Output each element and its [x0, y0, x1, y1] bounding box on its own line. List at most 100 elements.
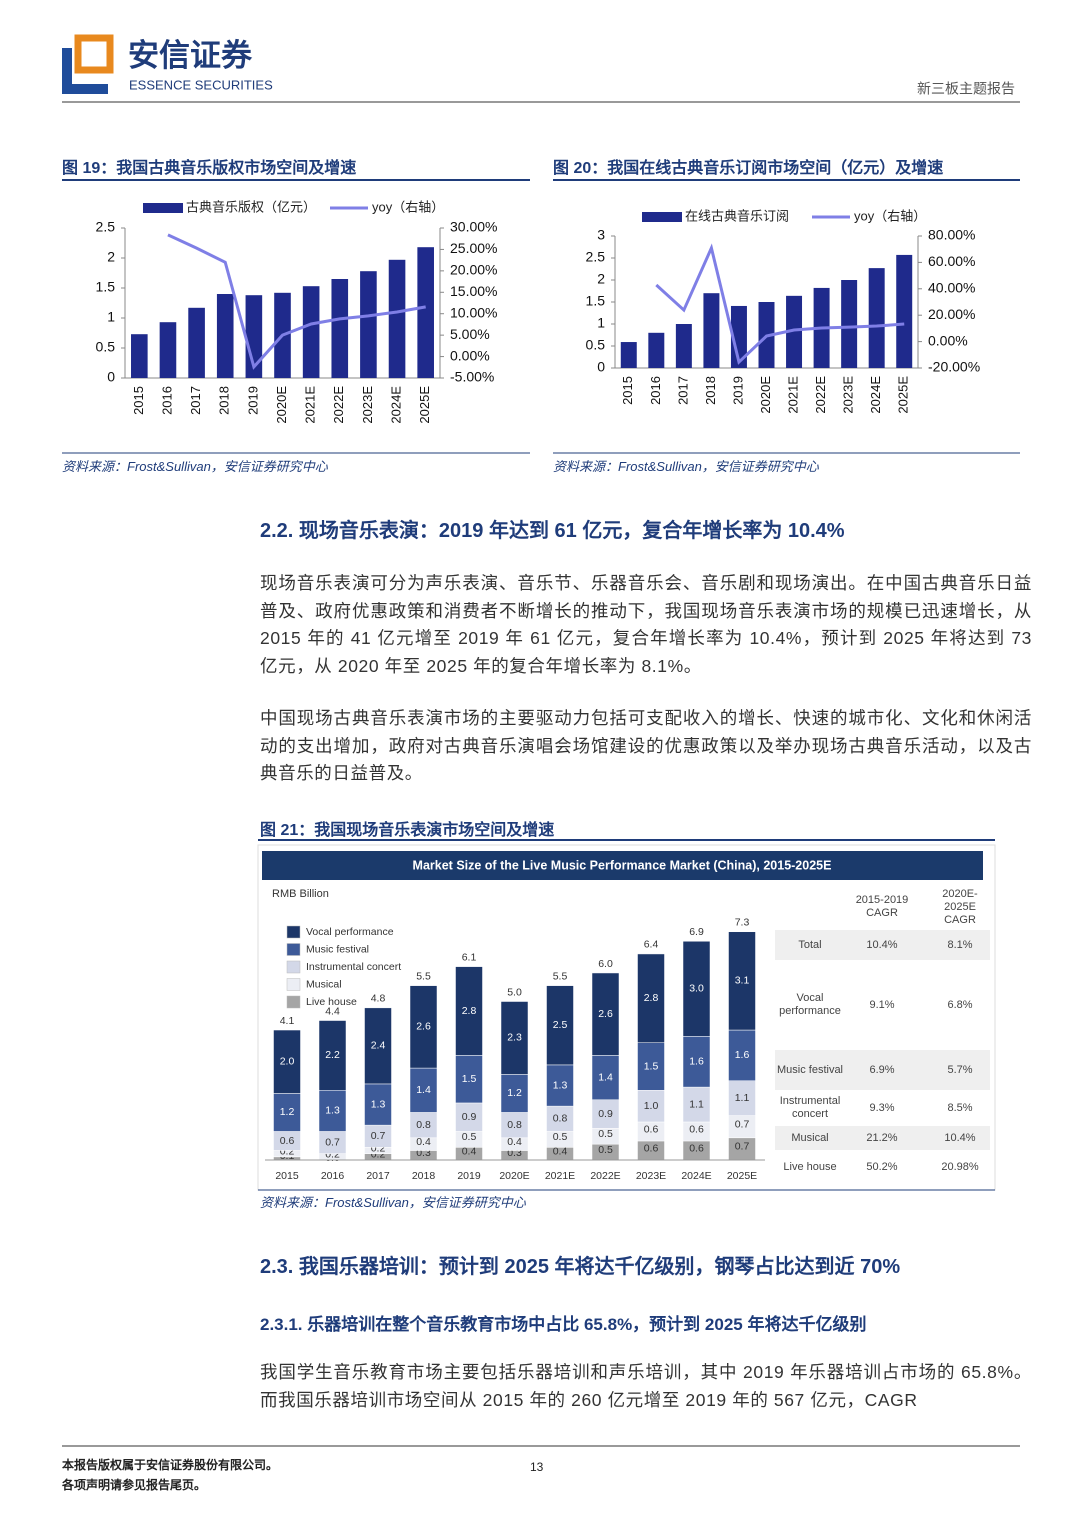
x-tick-label: 2021E — [303, 386, 318, 424]
bar — [896, 254, 913, 368]
total-label: 4.1 — [280, 1015, 295, 1027]
x-tick-label: 2025E — [896, 376, 911, 414]
bar — [675, 324, 692, 368]
row-label: Total — [798, 938, 822, 951]
data-label: 2.8 — [644, 992, 659, 1004]
data-label: 1.3 — [325, 1105, 340, 1117]
legend-swatch — [286, 925, 301, 939]
section-heading: 2.3. 我国乐器培训：预计到 2025 年将达千亿级别，钢琴占比达到近 70% — [260, 1256, 901, 1278]
bar-segment — [455, 1102, 483, 1132]
x-tick-label: 2020E — [758, 376, 773, 414]
subsection-heading: 2.3.1. 乐器培训在整个音乐教育市场中占比 65.8%，预计到 2025 年… — [260, 1315, 867, 1334]
bar-segment — [273, 1029, 301, 1094]
total-label: 7.3 — [735, 917, 750, 929]
logo-square — [74, 34, 114, 74]
table-cell: 8.1% — [947, 938, 973, 951]
data-label: 1.6 — [735, 1049, 750, 1061]
legend-swatch — [642, 212, 682, 222]
x-tick-label: 2016 — [321, 1170, 345, 1182]
data-label: 1.3 — [553, 1079, 568, 1091]
logo — [62, 34, 114, 94]
table-cell: 6.9% — [869, 1063, 895, 1076]
bar-segment — [500, 1074, 529, 1113]
table-header: 2020E-2025E CAGR — [942, 888, 978, 926]
x-tick-label: 2022E — [331, 386, 346, 424]
x-tick-label: 2018 — [217, 386, 232, 415]
logo-subtext: ESSENCE SECURITIES — [129, 77, 273, 92]
x-tick-label: 2024E — [868, 376, 883, 414]
table-row-bg — [775, 1050, 990, 1090]
y-tick-label: 2 — [107, 249, 115, 265]
data-label: 0.8 — [553, 1113, 568, 1125]
legend-swatch — [286, 978, 301, 991]
x-tick-label: 2022E — [590, 1170, 620, 1182]
figure-source: 资料来源：Frost&Sullivan，安信证券研究中心 — [260, 1195, 526, 1210]
legend-swatch — [286, 943, 301, 956]
bar-segment — [728, 1080, 756, 1116]
data-label: 0.7 — [325, 1136, 340, 1148]
bar-segment — [546, 985, 574, 1066]
x-tick-label: 2018 — [412, 1170, 436, 1182]
bar-segment — [682, 1036, 711, 1088]
bar — [841, 280, 858, 368]
total-label: 6.0 — [598, 958, 613, 970]
data-label: 0.9 — [462, 1111, 477, 1123]
table-row-bg — [775, 1126, 990, 1150]
x-tick-label: 2016 — [648, 376, 663, 405]
data-label: 3.0 — [689, 983, 704, 995]
total-label: 5.5 — [553, 970, 568, 982]
table-cell: 9.1% — [869, 998, 895, 1011]
y2-tick-label: 0.00% — [928, 332, 968, 348]
table-cell: 6.8% — [947, 998, 973, 1011]
bar — [648, 332, 665, 368]
bar — [388, 259, 406, 378]
legend-label: Vocal performance — [306, 926, 394, 938]
x-tick-label: 2024E — [681, 1170, 711, 1182]
y2-tick-label: -20.00% — [928, 359, 980, 375]
bar — [302, 286, 320, 378]
copyright: 本报告版权属于安信证券股份有限公司。 — [62, 1458, 279, 1472]
y-tick-label: 2 — [597, 271, 605, 287]
total-label: 4.8 — [371, 993, 386, 1005]
data-label: 1.0 — [644, 1100, 659, 1112]
notice: 各项声明请参见报告尾页。 — [62, 1478, 207, 1492]
total-label: 6.1 — [462, 951, 477, 963]
x-tick-label: 2021E — [785, 376, 800, 414]
bar-segment — [455, 1055, 483, 1104]
bar-segment — [637, 1090, 665, 1123]
row-label: Instrumental concert — [779, 1095, 841, 1120]
y2-tick-label: 25.00% — [450, 240, 497, 256]
data-label: 0.7 — [371, 1130, 386, 1142]
bar — [159, 322, 177, 378]
data-label: 0.6 — [644, 1142, 659, 1154]
table-cell: 50.2% — [866, 1160, 898, 1173]
unit-label: RMB Billion — [272, 888, 329, 900]
row-label: Musical — [791, 1131, 829, 1144]
data-label: 1.4 — [598, 1071, 613, 1083]
data-label: 2.4 — [371, 1040, 386, 1052]
x-tick-label: 2015 — [131, 386, 146, 415]
data-label: 0.7 — [735, 1118, 750, 1130]
x-tick-label: 2020E — [274, 386, 289, 424]
bar — [331, 279, 349, 378]
legend-label: yoy（右轴） — [372, 199, 444, 214]
x-tick-label: 2019 — [730, 376, 745, 405]
report-type: 新三板主题报告 — [917, 81, 1015, 97]
table-header: 2015-2019 CAGR — [855, 894, 909, 919]
paragraph: 我国学生音乐教育市场主要包括乐器培训和声乐培训，其中 2019 年乐器培训占市场… — [260, 1362, 1032, 1410]
x-tick-label: 2016 — [159, 386, 174, 415]
bar-segment — [409, 985, 438, 1069]
data-label: 1.4 — [416, 1084, 431, 1096]
x-tick-label: 2015 — [620, 376, 635, 405]
data-label: 0.6 — [689, 1123, 704, 1135]
legend-label: Instrumental concert — [306, 961, 401, 973]
data-label: 0.5 — [598, 1144, 613, 1156]
data-label: 0.4 — [416, 1136, 431, 1148]
y2-tick-label: 10.00% — [450, 304, 497, 320]
data-label: 2.6 — [416, 1021, 431, 1033]
figure-source: 资料来源：Frost&Sullivan，安信证券研究中心 — [62, 459, 328, 474]
x-tick-label: 2017 — [675, 376, 690, 405]
bar — [131, 334, 148, 378]
y2-tick-label: 40.00% — [928, 280, 975, 296]
